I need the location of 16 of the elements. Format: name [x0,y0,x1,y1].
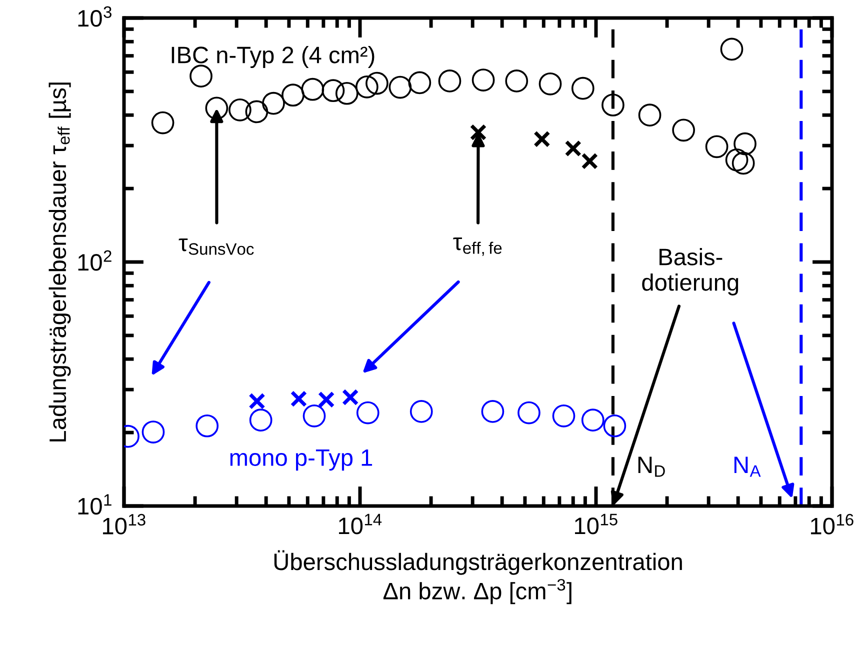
x-tick-label: 10$^{15}$ [575,514,618,534]
annotation: τ$_{eff,fe}$ [453,238,502,256]
annotation: τ$_{SunsVoc}$ [178,238,254,255]
y-tick-label: 10$^{3}$ [78,6,112,27]
y-tick-label: 10$^{1}$ [78,494,112,515]
y-tick-label: 10$^{2}$ [78,250,112,271]
annotation: Basis- dotierung [642,248,738,296]
annotation: IBC n-Typ 2 (4 cm²) [172,46,374,68]
x-axis-title: Überschussladungsträgerkonzentration Δn bzw. Δp [cm$^{−3}$] [274,550,682,604]
annotation: N$_{A}$ [734,456,761,477]
y-axis-title: Ladungsträgerlebensdauer τ$_{eff}$ [µs] [48,82,71,442]
x-tick-label: 10$^{14}$ [339,514,382,534]
annotation: N$_{D}$ [638,456,665,477]
x-tick-label: 10$^{13}$ [103,514,146,534]
annotation: mono p-Typ 1 [230,450,372,471]
x-tick-label: 10$^{16}$ [811,514,854,534]
